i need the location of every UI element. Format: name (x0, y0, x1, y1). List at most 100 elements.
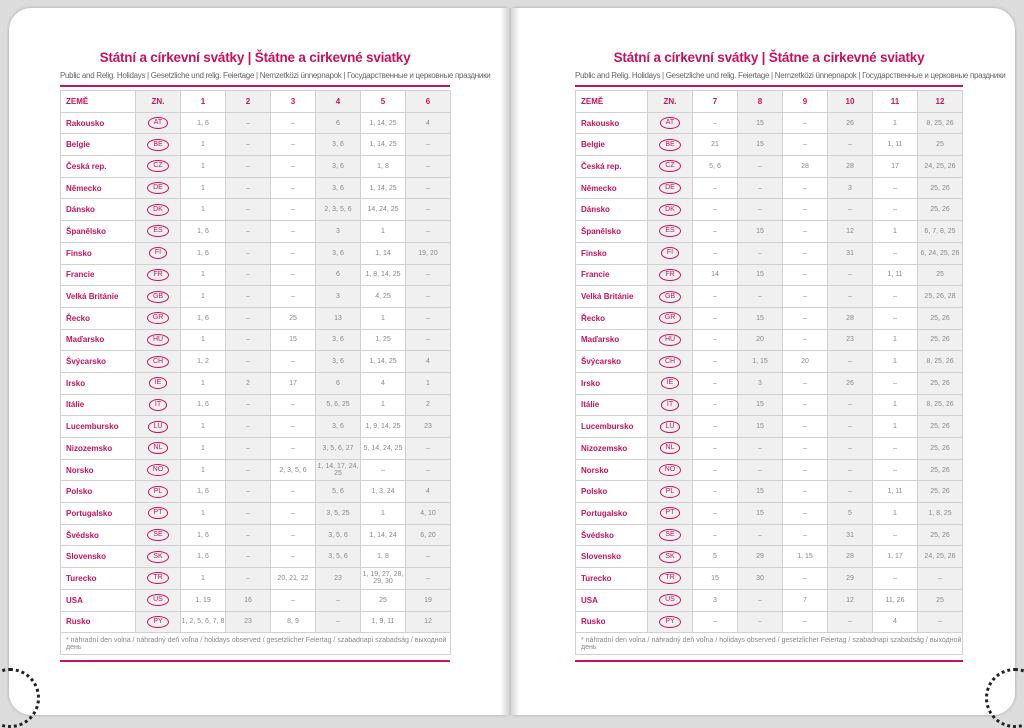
holiday-dates: – (782, 437, 828, 460)
holiday-dates: – (827, 198, 873, 222)
holiday-dates: 3, 6 (315, 350, 361, 373)
holiday-dates: 1 (180, 371, 226, 395)
holiday-dates: – (692, 393, 738, 417)
country-code-cell: IE (647, 371, 693, 395)
table-row: Velká Británie GB – – – – –25, 26, 28 (575, 285, 963, 308)
country-code-cell: IT (135, 393, 181, 417)
holiday-dates: – (737, 523, 783, 547)
country-code-badge: IT (148, 398, 168, 411)
table-row: Maďarsko HU 1–15 3, 6 1, 25– (60, 328, 451, 352)
country-name: Turecko (575, 567, 648, 590)
country-code-cell: GR (135, 306, 181, 330)
holiday-dates: 15 (737, 480, 783, 504)
table-row: Irsko IE –3–26–25, 26 (575, 371, 963, 395)
holiday-dates: 4 (405, 111, 451, 135)
table-row: Rakousko AT 1, 6– –6 1, 14, 25 4 (60, 111, 451, 135)
country-code-cell: ES (647, 220, 693, 243)
table-row: Maďarsko HU –20–23 1 25, 26 (575, 328, 963, 352)
table-row: Lucembursko LU –15– –1 25, 26 (575, 415, 963, 438)
holiday-dates: 1 (872, 393, 918, 417)
country-code-cell: DE (135, 176, 181, 200)
holiday-dates: 1 (180, 176, 226, 200)
holiday-dates: 4, 10 (405, 502, 451, 525)
holiday-dates: 1, 14, 24 (360, 523, 406, 547)
holiday-dates: 24, 25, 26 (917, 155, 963, 178)
holiday-dates: 2 (405, 393, 451, 417)
country-name: Slovensko (575, 545, 648, 569)
country-code-cell: TR (135, 567, 181, 590)
holiday-dates: – (782, 610, 828, 634)
country-name: Belgie (575, 133, 648, 157)
holiday-dates: 1, 8, 25 (917, 502, 963, 525)
page-subtitle: Public and Relig. Holidays | Gesetzliche… (575, 71, 1006, 80)
country-name: Irsko (60, 371, 136, 395)
holiday-dates: 11, 26 (872, 588, 918, 612)
country-name: Řecko (60, 306, 136, 330)
country-code-badge: NL (147, 442, 169, 455)
holiday-dates: – (315, 588, 361, 612)
holiday-dates: – (872, 458, 918, 482)
holiday-dates: 2, 3, 5, 6 (315, 198, 361, 222)
country-code-badge: PT (147, 507, 169, 520)
holiday-dates: 5 (827, 502, 873, 525)
holiday-dates: 1, 8 (360, 155, 406, 178)
table-row: Nizozemsko NL 1– –3, 5, 6, 27 5, 14, 24, 25– (60, 437, 451, 460)
holiday-dates: – (405, 306, 451, 330)
holiday-dates: 1, 15 (737, 350, 783, 373)
country-name: Rakousko (60, 111, 136, 135)
country-code-cell: NL (135, 437, 181, 460)
holiday-dates: 25 (270, 306, 316, 330)
holiday-dates: 25, 26 (917, 415, 963, 438)
country-name: Španělsko (575, 220, 648, 243)
holiday-dates: – (782, 111, 828, 135)
holiday-dates: – (405, 285, 451, 308)
table-row: Norsko NO 1–2, 3, 5, 6 1, 14, 17, 24, 25– – (60, 458, 451, 482)
country-name: Francie (575, 263, 648, 287)
holiday-dates: 1 (180, 328, 226, 352)
country-code-badge: GR (658, 312, 682, 325)
holiday-dates: 1 (180, 567, 226, 590)
holiday-dates: – (692, 371, 738, 395)
holiday-dates: – (782, 133, 828, 157)
holiday-dates: 15 (737, 502, 783, 525)
holiday-dates: 1, 19, 27, 28, 29, 30 (360, 567, 406, 590)
country-code-cell: GR (647, 306, 693, 330)
holiday-dates: – (225, 567, 271, 590)
country-code-badge: SE (147, 529, 169, 542)
holiday-dates: – (692, 306, 738, 330)
country-name: Rakousko (575, 111, 648, 135)
header-month: 3 (270, 90, 316, 113)
country-code-cell: NO (135, 458, 181, 482)
table-row: Španělsko ES 1, 6– –3 1– (60, 220, 451, 243)
country-code-badge: GR (146, 312, 170, 325)
holiday-dates: – (225, 285, 271, 308)
holiday-dates: 1, 6 (180, 480, 226, 504)
holiday-dates: 5, 6 (315, 480, 361, 504)
holiday-dates: 15 (737, 220, 783, 243)
country-code-cell: PL (135, 480, 181, 504)
country-code-cell: CH (647, 350, 693, 373)
country-code-cell: ES (135, 220, 181, 243)
table-row: Lucembursko LU 1– –3, 6 1, 9, 14, 25 23 (60, 415, 451, 438)
country-name: Polsko (575, 480, 648, 504)
country-name: Belgie (60, 133, 136, 157)
country-name: Itálie (60, 393, 136, 417)
holiday-dates: 3, 6 (315, 241, 361, 265)
holiday-dates: 3 (315, 220, 361, 243)
holiday-dates: 26 (827, 111, 873, 135)
country-name: Portugalsko (575, 502, 648, 525)
header-month: 8 (737, 90, 783, 113)
holiday-dates: – (225, 155, 271, 178)
table-row: Švýcarsko CH –1, 15 20–1 8, 25, 26 (575, 350, 963, 373)
table-row: Polsko PL –15– –1, 11 25, 26 (575, 480, 963, 504)
table-row: USA US 1, 19 16– –25 19 (60, 588, 451, 612)
holiday-dates: – (692, 328, 738, 352)
holiday-dates: 1, 9, 14, 25 (360, 415, 406, 438)
country-name: Finsko (575, 241, 648, 265)
holiday-table: ZEMĚ ZN. 7 8 9 10 11 12 Rakousko AT –15–26 1 8, 25, … (575, 90, 963, 656)
country-name: Švýcarsko (60, 350, 136, 373)
holiday-dates: 28 (782, 155, 828, 178)
country-code-badge: HU (146, 333, 170, 346)
country-code-badge: IE (148, 377, 168, 390)
holiday-dates: – (405, 198, 451, 222)
